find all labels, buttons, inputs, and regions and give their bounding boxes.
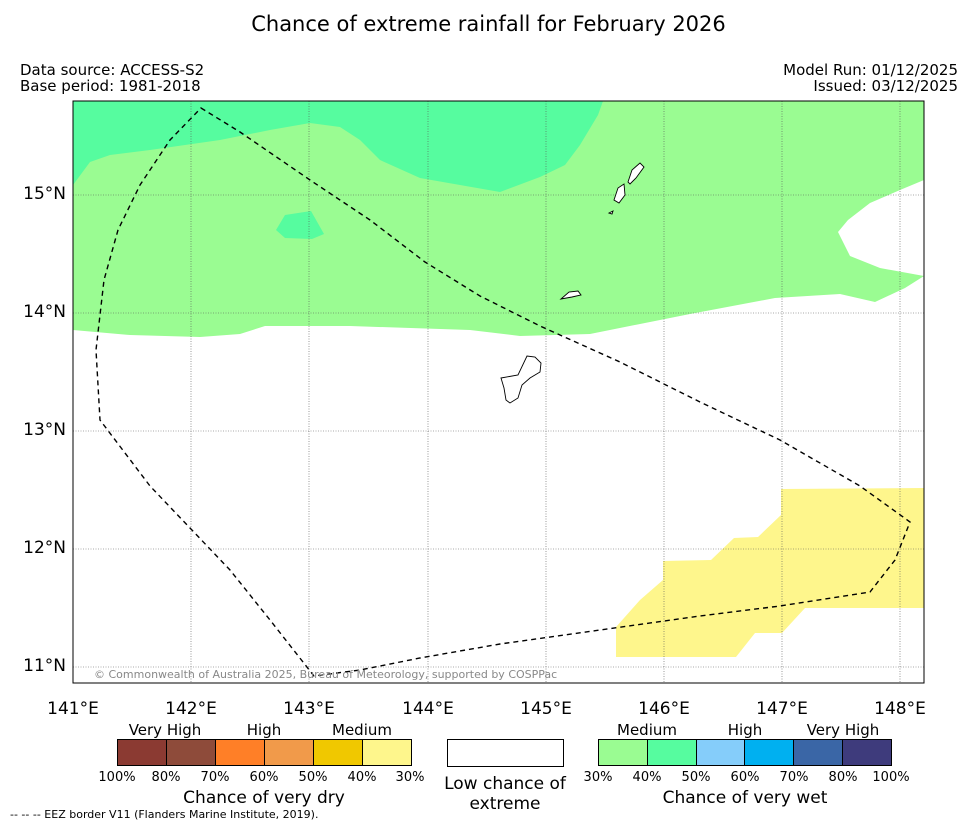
base-period: Base period: 1981-2018 <box>20 77 201 95</box>
eez-border <box>95 107 911 677</box>
wet-pct: 60% <box>730 770 760 785</box>
wet-pct: 80% <box>828 770 858 785</box>
dry-color-swatch <box>314 740 363 765</box>
island-guam <box>500 355 542 404</box>
wet-pct: 100% <box>872 770 910 785</box>
dry-pct: 40% <box>347 770 377 785</box>
wet-pct: 40% <box>632 770 662 785</box>
model-run: Model Run: 01/12/2025 <box>783 61 958 79</box>
dry-cat-medium: Medium <box>332 721 392 739</box>
dry-color-swatch <box>363 740 411 765</box>
dry-pct: 70% <box>200 770 230 785</box>
dry-pct: 100% <box>98 770 136 785</box>
map-border <box>72 100 925 684</box>
lat-tick-11: 11°N <box>23 656 66 676</box>
dry-pct: 60% <box>249 770 279 785</box>
wet-cat-medium: Medium <box>617 721 677 739</box>
island-tinian <box>613 183 626 204</box>
dry-color-swatch <box>167 740 216 765</box>
wet-color-swatch <box>599 740 648 765</box>
dry-legend-title: Chance of very dry <box>183 788 345 808</box>
lon-tick-142: 142°E <box>165 699 217 719</box>
wet-color-swatch <box>696 740 746 765</box>
dry-pct: 80% <box>151 770 181 785</box>
wet-cat-very-high: Very High <box>806 721 880 739</box>
lon-tick-148: 148°E <box>874 699 926 719</box>
lon-tick-143: 143°E <box>283 699 335 719</box>
dry-pct: 30% <box>395 770 425 785</box>
page-title: Chance of extreme rainfall for February … <box>251 12 726 36</box>
lat-tick-13: 13°N <box>23 420 66 440</box>
copyright-notice: © Commonwealth of Australia 2025, Bureau… <box>94 668 558 681</box>
dry-pct: 50% <box>298 770 328 785</box>
low-chance-swatch <box>447 739 564 767</box>
islands <box>500 162 645 404</box>
eez-note: -- -- -- EEZ border V11 (Flanders Marine… <box>10 808 319 821</box>
wet-legend-title: Chance of very wet <box>662 788 828 808</box>
lon-tick-144: 144°E <box>402 699 454 719</box>
dry-color-swatch <box>118 740 167 765</box>
wet-colorbar <box>598 739 892 766</box>
lon-tick-146: 146°E <box>638 699 690 719</box>
issued-date: Issued: 03/12/2025 <box>813 77 958 95</box>
wet-cat-high: High <box>727 721 763 739</box>
wet-pct: 50% <box>681 770 711 785</box>
lon-tick-147: 147°E <box>756 699 808 719</box>
lat-tick-14: 14°N <box>23 302 66 322</box>
lon-tick-145: 145°E <box>520 699 572 719</box>
lat-tick-12: 12°N <box>23 538 66 558</box>
wet-pct: 30% <box>583 770 613 785</box>
lon-tick-141: 141°E <box>47 699 99 719</box>
wet-high-region <box>73 101 603 192</box>
wet-color-swatch <box>843 740 891 765</box>
dry-colorbar <box>117 739 412 766</box>
dry-medium-region <box>616 488 924 657</box>
data-source: Data source: ACCESS-S2 <box>20 61 205 79</box>
island-rota <box>559 290 582 300</box>
lat-tick-15: 15°N <box>23 184 66 204</box>
wet-color-swatch <box>794 740 844 765</box>
dry-cat-high: High <box>246 721 282 739</box>
low-chance-label: Low chance of extreme <box>444 774 566 814</box>
wet-medium-region <box>73 101 924 337</box>
island-aguijan <box>607 210 614 215</box>
wet-color-swatch <box>647 740 697 765</box>
dry-color-swatch <box>265 740 314 765</box>
wet-pct: 70% <box>779 770 809 785</box>
dry-color-swatch <box>216 740 265 765</box>
wet-high-blob <box>276 211 324 239</box>
wet-color-swatch <box>745 740 795 765</box>
low-chance-notch <box>838 180 924 276</box>
gridlines <box>73 101 924 683</box>
island-saipan <box>627 162 645 185</box>
dry-cat-very-high: Very High <box>128 721 202 739</box>
